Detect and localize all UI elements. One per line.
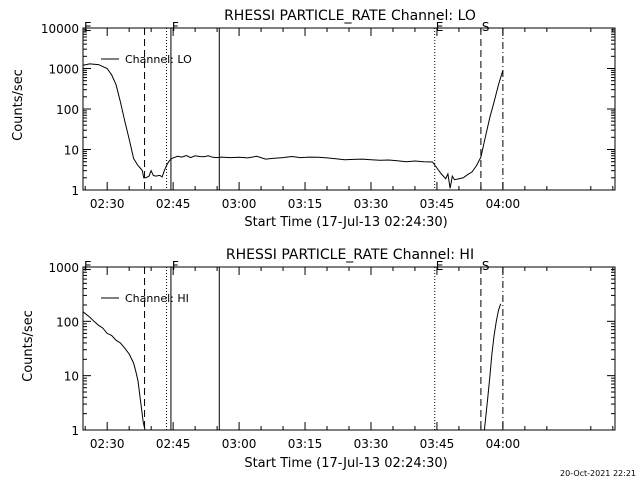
event-marker-label: S bbox=[482, 259, 490, 273]
lo-channel-panel: RHESSI PARTICLE_RATE Channel: LO 1101001… bbox=[11, 8, 616, 230]
x-tick-label: 02:45 bbox=[156, 437, 191, 451]
x-tick-label: 02:45 bbox=[156, 197, 191, 211]
footer-timestamp: 20-Oct-2021 22:21 bbox=[560, 469, 636, 478]
x-tick-label: 03:30 bbox=[354, 197, 389, 211]
series-line bbox=[82, 63, 504, 189]
x-tick-label: 04:00 bbox=[486, 437, 521, 451]
event-marker-label: E bbox=[436, 259, 444, 273]
y-tick-label: 1 bbox=[71, 424, 79, 438]
x-tick-label: 02:30 bbox=[90, 197, 125, 211]
event-marker-label: S bbox=[482, 20, 490, 34]
y-axis-label: Counts/sec bbox=[21, 310, 36, 382]
y-tick-label: 1000 bbox=[48, 63, 79, 77]
hi-channel-panel: RHESSI PARTICLE_RATE Channel: HI 1101001… bbox=[21, 247, 616, 471]
plot-area: 1 10 100 1000 02:30 02:45 03:00 03:15 03:30 03:45… bbox=[48, 259, 616, 451]
series-line bbox=[483, 303, 502, 431]
x-tick-label: 03:00 bbox=[222, 197, 257, 211]
event-marker-label: E bbox=[84, 259, 92, 273]
chart-title: RHESSI PARTICLE_RATE Channel: LO bbox=[224, 8, 476, 24]
y-tick-label: 10 bbox=[64, 144, 79, 158]
plot-area: 1 10 100 1000 10000 02:30 02:45 03:00 03:15 03:30… bbox=[41, 20, 616, 211]
x-tick-label: 03:45 bbox=[420, 197, 455, 211]
legend-label: Channel: LO bbox=[125, 53, 192, 66]
x-tick-label: 03:30 bbox=[354, 437, 389, 451]
y-tick-label: 100 bbox=[56, 315, 79, 329]
x-axis-label: Start Time (17-Jul-13 02:24:30) bbox=[244, 215, 447, 230]
x-tick-label: 03:15 bbox=[288, 437, 323, 451]
y-tick-label: 100 bbox=[56, 103, 79, 117]
y-tick-label: 1000 bbox=[48, 261, 79, 275]
event-marker-label: F bbox=[172, 20, 179, 34]
x-axis-label: Start Time (17-Jul-13 02:24:30) bbox=[244, 456, 447, 471]
y-tick-label: 1 bbox=[71, 184, 79, 198]
y-axis-label: Counts/sec bbox=[11, 69, 26, 141]
x-tick-label: 03:15 bbox=[288, 197, 323, 211]
series-line bbox=[82, 311, 146, 431]
legend-label: Channel: HI bbox=[125, 292, 189, 305]
event-marker-label: E bbox=[436, 20, 444, 34]
y-tick-label: 10000 bbox=[41, 22, 79, 36]
event-marker-label: E bbox=[84, 20, 92, 34]
event-marker-label: F bbox=[172, 259, 179, 273]
x-tick-label: 04:00 bbox=[486, 197, 521, 211]
y-tick-label: 10 bbox=[64, 370, 79, 384]
x-tick-label: 02:30 bbox=[90, 437, 125, 451]
chart-title: RHESSI PARTICLE_RATE Channel: HI bbox=[226, 247, 474, 263]
x-tick-label: 03:45 bbox=[420, 437, 455, 451]
x-tick-label: 03:00 bbox=[222, 437, 257, 451]
